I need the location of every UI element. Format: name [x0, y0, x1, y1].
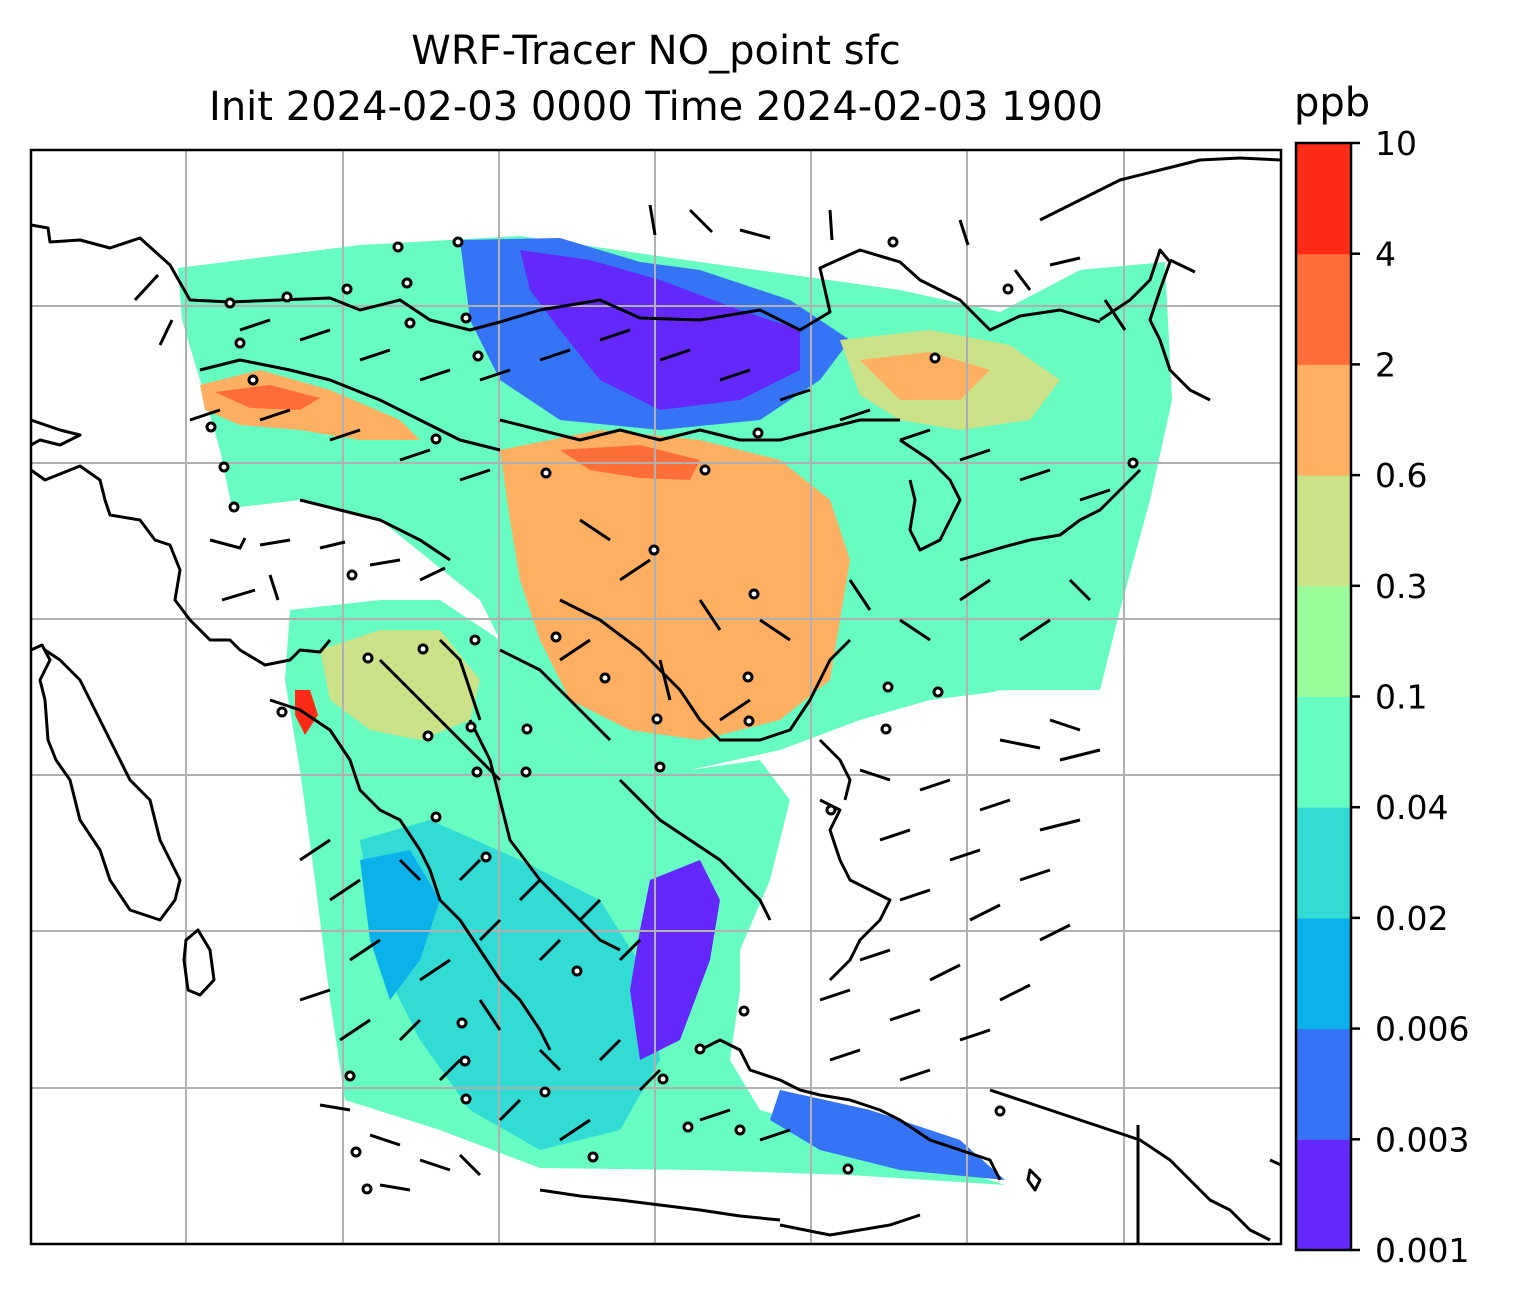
wind-barbs [133, 204, 1196, 1192]
colorbar-segment [1296, 807, 1351, 919]
colorbar-segment [1296, 364, 1351, 476]
field-northeast-peak [860, 352, 990, 400]
map-title-line1: WRF-Tracer NO_point sfc [411, 28, 901, 74]
colorbar-tick-label: 10 [1375, 124, 1417, 163]
colorbar-segment [1296, 253, 1351, 365]
field-west-peak [215, 385, 320, 410]
field-north-lowest [520, 250, 800, 410]
map-gridlines [31, 150, 1281, 1244]
colorbar-tick-label: 0.006 [1375, 1010, 1469, 1049]
colorbar-segment [1296, 475, 1351, 587]
colorbar-segment [1296, 1139, 1351, 1251]
colorbar-segment [1296, 143, 1351, 255]
colorbar-segment [1296, 917, 1351, 1030]
field-south-trench [630, 860, 720, 1060]
field-south-lowband [360, 850, 440, 1000]
colorbar-segment [1296, 696, 1351, 808]
field-indochina-peak [295, 690, 318, 735]
coastlines-and-borders [31, 156, 1281, 1244]
colorbar-tick-label: 0.04 [1375, 788, 1448, 827]
colorbar-tick-label: 0.02 [1375, 899, 1448, 938]
colorbar-tick-label: 4 [1375, 235, 1396, 274]
field-south-east-low [770, 1090, 1005, 1180]
map-title-line2: Init 2024-02-03 0000 Time 2024-02-03 190… [209, 84, 1103, 130]
map-frame [29, 148, 1283, 1246]
colorbar-segment [1296, 585, 1351, 697]
calm-wind-markers [205, 236, 1139, 1195]
field-gap-southeast [740, 690, 1120, 1120]
field-china-high [500, 430, 850, 740]
map-panel [31, 150, 1281, 1244]
colorbar-tick-label: 0.3 [1375, 567, 1427, 606]
colorbar-tick-label: 2 [1375, 345, 1396, 384]
colorbar: 0.001 0.003 0.006 0.02 0.04 0.1 0.3 0.6 2 4 10 [1294, 124, 1469, 1270]
colorbar-tick-label: 0.1 [1375, 678, 1427, 717]
colorbar-tick-label: 0.003 [1375, 1120, 1469, 1159]
colorbar-tick-label: 0.6 [1375, 456, 1427, 495]
colorbar-segment [1296, 1028, 1351, 1140]
field-indochina-high [320, 630, 480, 740]
colorbar-tick-label: 0.001 [1375, 1231, 1469, 1270]
